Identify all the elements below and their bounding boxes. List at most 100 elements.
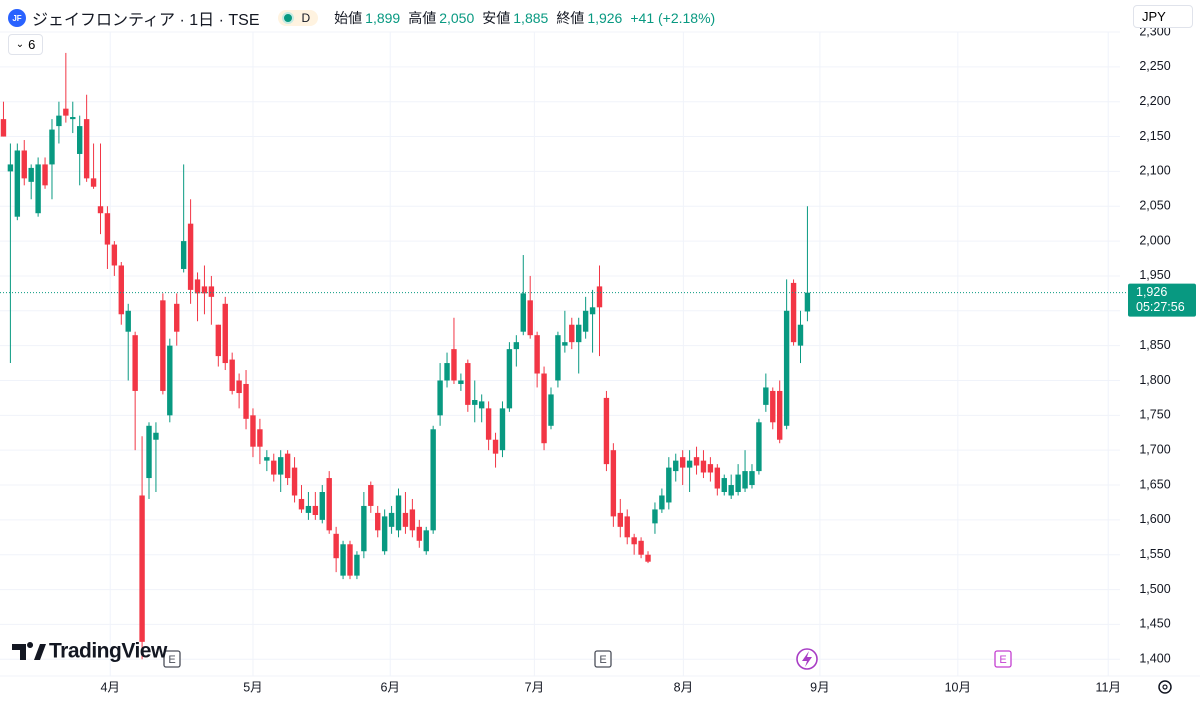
candle-body [381, 516, 388, 552]
event-marker[interactable]: E [994, 650, 1012, 668]
candle-body [215, 324, 222, 357]
candle-body [368, 485, 374, 506]
candle-body [465, 363, 471, 405]
candle-body [277, 457, 284, 475]
candle-body [686, 460, 693, 468]
candle-body [617, 512, 623, 527]
currency: JPY [1142, 9, 1166, 24]
candle-body [693, 457, 700, 466]
candle-body [742, 471, 748, 489]
chevron: ⌄ [15, 39, 25, 50]
event-label: E [599, 654, 606, 666]
header: JF ジェイフロンティア · 1日 · TSE D 始値 1,899 高値 2,050… [8, 6, 715, 30]
candle-body [673, 460, 679, 472]
candle-body [111, 244, 118, 266]
candle-body [63, 108, 69, 116]
candle-body [395, 495, 402, 531]
event-marker[interactable]: E [594, 650, 612, 668]
price-label: 1,926 [1136, 285, 1167, 299]
brand-logo [12, 642, 46, 660]
candle-body [783, 310, 790, 426]
candle-body [354, 554, 360, 576]
badge-text: D [301, 11, 311, 25]
field-label: 終値 [556, 10, 585, 26]
candle-body [160, 300, 166, 391]
candle-body [250, 415, 256, 447]
candle-body [347, 544, 353, 576]
candle-body [0, 119, 7, 137]
candle-body [257, 429, 263, 447]
candle-body [596, 286, 603, 308]
candle-body [756, 422, 762, 472]
candle-body [444, 363, 450, 381]
candle-body [118, 265, 124, 315]
currency-button[interactable]: JPY [1133, 5, 1193, 28]
x-tick-label: 6月 [380, 680, 399, 694]
candle-body [104, 213, 111, 245]
candle-body [201, 286, 208, 294]
field-value: 1,885 [513, 10, 549, 26]
candle-body [49, 129, 55, 165]
candle-body [707, 464, 714, 473]
event-marker[interactable]: E [163, 650, 181, 668]
candle-body [402, 512, 409, 527]
field-label: 安値 [482, 10, 511, 26]
candle-body [319, 492, 325, 520]
candle-body [35, 164, 41, 214]
y-tick-label: 1,450 [1139, 617, 1170, 631]
candle-body [388, 512, 395, 527]
candle-body [90, 178, 97, 187]
brand: TradingView [49, 640, 168, 663]
y-tick-label: 2,200 [1139, 94, 1170, 108]
candle-body [562, 342, 568, 346]
indicator-toggle[interactable]: ⌄ 6 [8, 34, 43, 55]
candle-body [340, 544, 346, 576]
x-tick-label: 10月 [945, 680, 971, 694]
y-tick-label: 1,850 [1139, 338, 1170, 352]
candle-body [70, 117, 76, 120]
field-value: 1,926 [587, 10, 623, 26]
candle-body [763, 387, 769, 405]
field-value: 1,899 [365, 10, 401, 26]
candle-body [478, 401, 485, 409]
x-tick-label: 7月 [525, 680, 544, 694]
candle-body [291, 467, 298, 496]
candle-body [187, 223, 194, 290]
candle-body [506, 349, 513, 409]
y-tick-label: 2,250 [1139, 59, 1170, 73]
symbol-title[interactable]: ジェイフロンティア · 1日 · TSE [32, 12, 260, 29]
candle-body [42, 164, 48, 186]
candle-body [472, 400, 478, 405]
candle-body [125, 310, 131, 332]
candle-body [520, 293, 526, 332]
candle-body [139, 495, 145, 642]
status-dot [281, 12, 294, 24]
candle-body [610, 450, 617, 517]
candle-body [305, 505, 312, 513]
candle-body [728, 485, 734, 496]
candle-body [749, 471, 755, 486]
candle-body [243, 383, 249, 419]
candle-body [132, 335, 138, 391]
candle-body [409, 509, 416, 531]
candle-body [804, 292, 811, 312]
candle-body [790, 282, 797, 343]
candle-body [485, 408, 492, 440]
candle-body [770, 390, 776, 423]
logo: JF [8, 9, 26, 27]
candle-body [679, 457, 686, 468]
y-tick-label: 1,650 [1139, 477, 1170, 491]
candle-body [499, 408, 506, 451]
event-box [594, 650, 612, 668]
candle-body [312, 505, 319, 515]
candle-body [174, 303, 180, 332]
candle-body [569, 324, 575, 343]
indicator-count: 6 [28, 37, 36, 52]
candle-body [659, 495, 665, 510]
candle-body [645, 554, 651, 562]
candle-body [638, 540, 644, 555]
candle-body [589, 307, 596, 315]
y-tick-label: 2,100 [1139, 164, 1170, 178]
y-tick-label: 2,000 [1139, 233, 1170, 247]
